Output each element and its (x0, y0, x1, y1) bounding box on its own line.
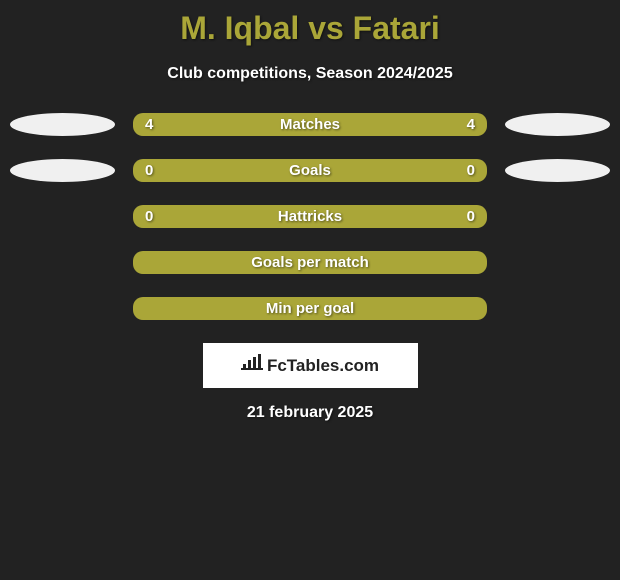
stat-bar: 0 Hattricks 0 (133, 205, 487, 228)
logo-box: FcTables.com (203, 343, 418, 388)
stat-value-left: 0 (145, 208, 153, 225)
stat-value-right: 0 (467, 208, 475, 225)
logo-label: FcTables.com (267, 356, 379, 376)
stat-bar: Goals per match (133, 251, 487, 274)
player-left-badge (10, 159, 115, 182)
stat-row-hattricks: 0 Hattricks 0 (10, 205, 610, 228)
stat-value-right: 4 (467, 116, 475, 133)
stat-label: Min per goal (266, 300, 354, 317)
stat-bar: Min per goal (133, 297, 487, 320)
stat-row-goals: 0 Goals 0 (10, 159, 610, 182)
logo-text: FcTables.com (241, 354, 379, 377)
stat-bar: 4 Matches 4 (133, 113, 487, 136)
stat-bar: 0 Goals 0 (133, 159, 487, 182)
stat-value-left: 4 (145, 116, 153, 133)
stat-label: Goals (289, 162, 331, 179)
stats-container: 4 Matches 4 0 Goals 0 0 Hattricks 0 Goal… (0, 113, 620, 320)
stat-value-right: 0 (467, 162, 475, 179)
stat-label: Goals per match (251, 254, 369, 271)
stat-row-matches: 4 Matches 4 (10, 113, 610, 136)
stat-row-goals-per-match: Goals per match (10, 251, 610, 274)
stat-value-left: 0 (145, 162, 153, 179)
page-title: M. Iqbal vs Fatari (0, 0, 620, 47)
stat-label: Matches (280, 116, 340, 133)
page-subtitle: Club competitions, Season 2024/2025 (0, 65, 620, 83)
player-right-badge (505, 113, 610, 136)
player-left-badge (10, 113, 115, 136)
chart-icon (241, 354, 263, 377)
player-right-badge (505, 159, 610, 182)
date-text: 21 february 2025 (0, 404, 620, 422)
stat-row-min-per-goal: Min per goal (10, 297, 610, 320)
stat-label: Hattricks (278, 208, 342, 225)
